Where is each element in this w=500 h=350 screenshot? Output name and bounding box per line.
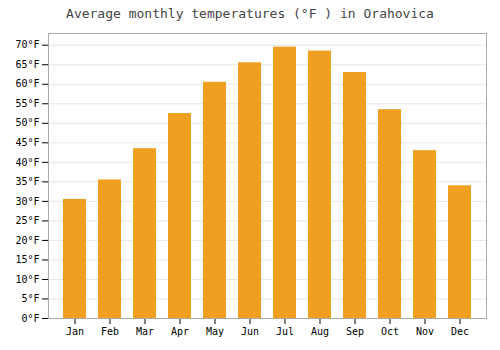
svg-text:25°F: 25°F <box>15 215 39 226</box>
svg-text:40°F: 40°F <box>15 157 39 168</box>
svg-text:Dec: Dec <box>451 326 469 337</box>
svg-text:Sep: Sep <box>346 326 364 337</box>
svg-text:65°F: 65°F <box>15 59 39 70</box>
svg-text:Jun: Jun <box>241 326 259 337</box>
svg-text:0°F: 0°F <box>21 313 39 324</box>
svg-text:10°F: 10°F <box>15 274 39 285</box>
svg-text:35°F: 35°F <box>15 176 39 187</box>
html-text:Average monthly temperatures (: Average monthly temperatures (°F ) in Or… <box>66 6 434 21</box>
svg-text:Jan: Jan <box>66 326 84 337</box>
svg-text:15°F: 15°F <box>15 254 39 265</box>
svg-text:30°F: 30°F <box>15 196 39 207</box>
svg-text:50°F: 50°F <box>15 117 39 128</box>
svg-text:5°F: 5°F <box>21 293 39 304</box>
svg-text:Apr: Apr <box>171 326 189 337</box>
svg-text:70°F: 70°F <box>15 39 39 50</box>
svg-text:45°F: 45°F <box>15 137 39 148</box>
svg-text:May: May <box>206 326 224 337</box>
svg-text:Feb: Feb <box>101 326 119 337</box>
svg-text:55°F: 55°F <box>15 98 39 109</box>
svg-text:Jul: Jul <box>276 326 294 337</box>
svg-text:Oct: Oct <box>381 326 399 337</box>
svg-text:Mar: Mar <box>136 326 154 337</box>
svg-text:Nov: Nov <box>416 326 434 337</box>
svg-text:Aug: Aug <box>311 326 329 337</box>
svg-text:20°F: 20°F <box>15 235 39 246</box>
svg-text:60°F: 60°F <box>15 78 39 89</box>
